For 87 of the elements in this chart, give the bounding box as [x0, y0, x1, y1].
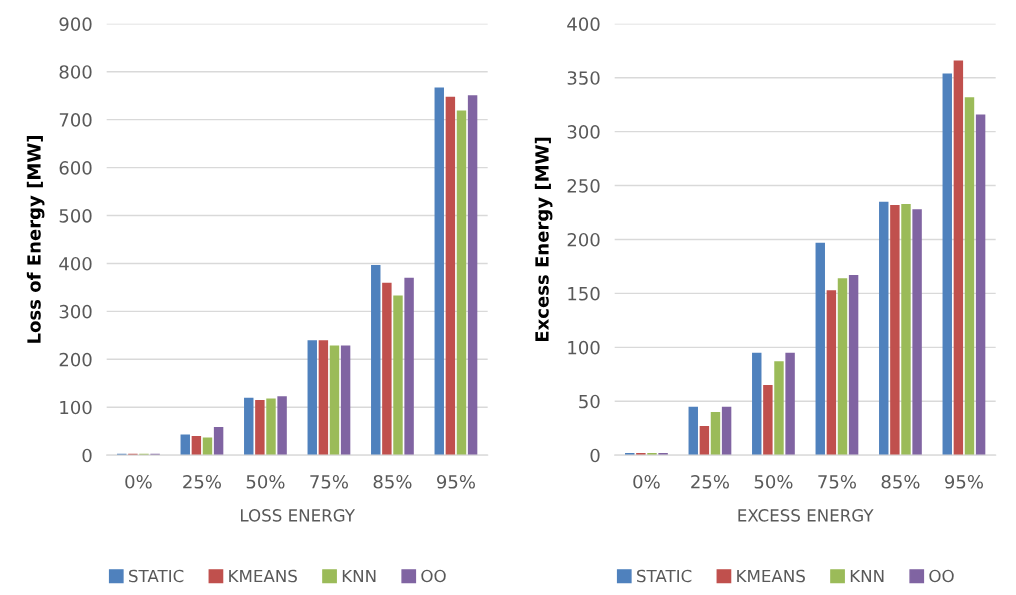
y-tick-label: 300: [567, 125, 600, 139]
y-tick-label: 350: [567, 71, 600, 85]
y-tick-label: 100: [568, 340, 600, 355]
y-tick-label: 900: [59, 17, 92, 31]
y-tick-label: 150: [568, 286, 600, 301]
bar: [318, 340, 329, 456]
legend-label: KNN: [850, 569, 884, 583]
x-tick-label: 50%: [246, 474, 285, 489]
y-tick-label: 500: [59, 208, 92, 223]
bar: [191, 436, 202, 456]
y-tick-label: 700: [59, 113, 92, 127]
y-tick-label: 0: [590, 448, 600, 463]
bar: [942, 73, 952, 456]
x-tick-label: 95%: [945, 474, 983, 489]
y-tick-label: 200: [567, 232, 600, 247]
bar: [244, 397, 254, 456]
legend-label: STATIC: [637, 569, 692, 583]
bar: [393, 295, 403, 456]
legend-label: OO: [421, 569, 446, 583]
y-axis-title: Loss of Energy [MW]: [26, 136, 45, 343]
bar: [688, 406, 698, 456]
bar: [964, 97, 975, 456]
legend-label: KMEANS: [737, 569, 805, 583]
y-tick-label: 0: [82, 448, 92, 463]
bar: [213, 426, 224, 456]
bar: [371, 264, 381, 456]
bar: [636, 453, 646, 456]
bar: [445, 96, 456, 456]
bar: [340, 345, 351, 456]
y-tick-label: 300: [59, 304, 92, 319]
bar: [848, 275, 859, 456]
y-tick-label: 200: [59, 352, 92, 367]
legend-label: KMEANS: [229, 569, 297, 583]
y-tick-label: 400: [59, 256, 92, 271]
bar: [785, 352, 795, 456]
bar: [277, 396, 287, 456]
x-tick-label: 85%: [373, 474, 412, 489]
y-axis-title: Excess Energy [MW]: [534, 137, 553, 342]
x-tick-label: 25%: [691, 474, 729, 489]
y-tick-label: 50: [579, 394, 600, 409]
x-axis-title: LOSS ENERGY: [241, 509, 356, 522]
bar: [658, 453, 668, 456]
bar: [837, 278, 848, 456]
x-tick-label: 75%: [310, 474, 348, 489]
y-tick-label: 400: [567, 17, 600, 31]
bar: [721, 406, 732, 456]
bar: [826, 290, 837, 456]
bar: [434, 87, 444, 456]
bar: [180, 434, 190, 456]
y-tick-label: 100: [60, 400, 92, 415]
bar: [307, 340, 317, 456]
bar: [255, 400, 265, 456]
bar: [202, 437, 213, 456]
bar: [329, 345, 340, 456]
x-tick-label: 50%: [754, 474, 793, 489]
x-tick-label: 0%: [633, 474, 660, 489]
legend-label: OO: [929, 569, 954, 583]
y-tick-label: 600: [59, 161, 92, 175]
x-axis-title: EXCESS ENERGY: [738, 509, 874, 522]
bar: [774, 361, 784, 456]
bar: [890, 204, 900, 456]
bar: [467, 95, 478, 456]
bar: [912, 209, 922, 456]
bar: [763, 385, 773, 456]
bar: [879, 201, 889, 456]
bar: [625, 453, 635, 456]
bar: [975, 114, 986, 456]
bar: [953, 60, 964, 456]
bar: [456, 110, 467, 456]
bar: [901, 203, 911, 456]
bar: [699, 426, 710, 456]
bar: [752, 352, 762, 456]
y-tick-label: 800: [59, 65, 92, 79]
x-tick-label: 0%: [125, 474, 152, 489]
bar: [647, 453, 657, 456]
bar: [404, 277, 414, 456]
legend-label: KNN: [342, 569, 376, 583]
bar: [710, 412, 721, 456]
legend-label: STATIC: [129, 569, 184, 583]
x-tick-label: 85%: [881, 474, 920, 489]
bar: [382, 282, 392, 456]
x-tick-label: 75%: [818, 474, 856, 489]
x-tick-label: 25%: [183, 474, 221, 489]
y-tick-label: 250: [567, 179, 600, 193]
bar: [815, 242, 825, 456]
x-tick-label: 95%: [437, 474, 475, 489]
bar: [266, 398, 276, 456]
